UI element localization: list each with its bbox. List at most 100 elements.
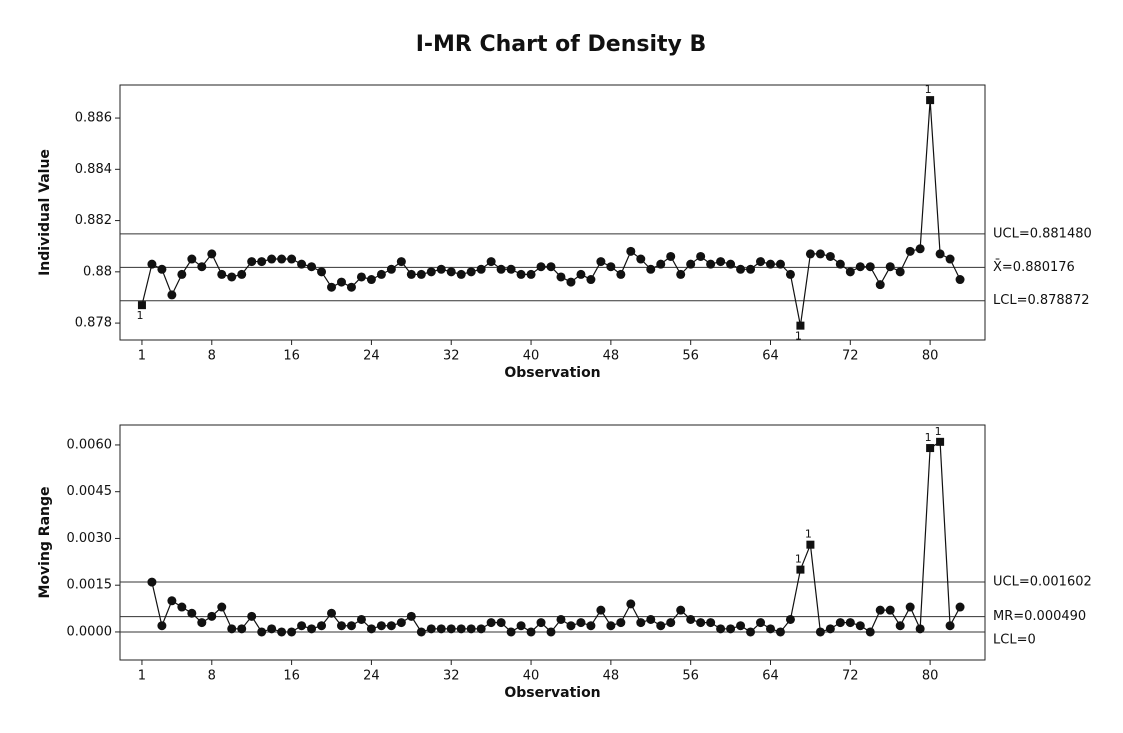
data-point	[356, 614, 366, 624]
data-point	[396, 257, 406, 267]
data-point	[895, 621, 905, 631]
data-point	[815, 249, 825, 259]
data-point	[726, 259, 736, 269]
data-point	[496, 618, 506, 628]
x-tick-label: 40	[523, 669, 540, 684]
x-tick-label: 16	[283, 349, 300, 364]
data-point	[406, 269, 416, 279]
data-point	[566, 621, 576, 631]
data-point	[885, 262, 895, 272]
data-point	[267, 624, 277, 634]
flagged-point	[936, 437, 945, 446]
data-point	[386, 264, 396, 274]
data-point	[746, 627, 756, 637]
x-tick-label: 80	[922, 669, 939, 684]
flag-label: 1	[935, 425, 942, 438]
data-point	[237, 624, 247, 634]
data-point	[516, 621, 526, 631]
data-point	[466, 624, 476, 634]
data-point	[526, 627, 536, 637]
data-point	[915, 624, 925, 634]
data-point	[716, 257, 726, 267]
data-point	[376, 621, 386, 631]
data-point	[815, 627, 825, 637]
data-point	[865, 262, 875, 272]
x-tick-label: 72	[842, 669, 859, 684]
data-point	[307, 624, 317, 634]
data-point	[706, 618, 716, 628]
flag-label: 1	[925, 83, 932, 96]
data-point	[686, 614, 696, 624]
y-tick-label: 0.886	[75, 111, 112, 126]
x-tick-label: 64	[762, 349, 779, 364]
y-tick-label: 0.0015	[67, 578, 113, 593]
flag-label: 1	[805, 528, 812, 541]
data-point	[546, 262, 556, 272]
series-line	[151, 440, 961, 633]
data-point	[366, 624, 376, 634]
y-tick-label: 0.0060	[67, 437, 113, 452]
flagged-point	[137, 301, 146, 310]
data-point	[945, 254, 955, 264]
data-point	[805, 249, 815, 259]
data-point	[556, 272, 566, 282]
flagged-point	[806, 540, 815, 549]
data-point	[366, 275, 376, 285]
data-point	[785, 269, 795, 279]
data-point	[207, 249, 217, 259]
data-point	[227, 624, 237, 634]
data-point	[187, 254, 197, 264]
x-axis-title: Observation	[504, 365, 600, 381]
data-point	[336, 277, 346, 287]
data-point	[177, 602, 187, 612]
data-point	[636, 618, 646, 628]
data-point	[147, 577, 157, 587]
data-point	[247, 611, 257, 621]
data-point	[765, 259, 775, 269]
x-tick-label: 32	[443, 349, 460, 364]
control-line-label: UCL=0.881480	[993, 226, 1092, 241]
data-point	[227, 272, 237, 282]
data-point	[875, 280, 885, 290]
data-point	[536, 618, 546, 628]
data-point	[237, 269, 247, 279]
data-point	[626, 599, 636, 609]
data-point	[516, 269, 526, 279]
data-point	[476, 264, 486, 274]
data-point	[257, 257, 267, 267]
x-tick-label: 16	[283, 669, 300, 684]
data-point	[666, 251, 676, 261]
data-point	[606, 621, 616, 631]
data-point	[736, 621, 746, 631]
data-point	[247, 257, 257, 267]
x-tick-label: 64	[762, 669, 779, 684]
data-point	[486, 257, 496, 267]
data-point	[596, 257, 606, 267]
data-point	[426, 267, 436, 277]
data-point	[307, 262, 317, 272]
chart-title: I-MR Chart of Density B	[416, 32, 707, 57]
data-point	[756, 618, 766, 628]
data-point	[895, 267, 905, 277]
data-point	[506, 627, 516, 637]
data-point	[785, 614, 795, 624]
data-point	[825, 251, 835, 261]
y-tick-label: 0.882	[75, 213, 112, 228]
data-point	[536, 262, 546, 272]
data-point	[277, 627, 287, 637]
data-point	[955, 275, 965, 285]
data-point	[935, 249, 945, 259]
data-point	[217, 602, 227, 612]
data-point	[376, 269, 386, 279]
data-point	[845, 267, 855, 277]
data-point	[646, 614, 656, 624]
data-point	[197, 262, 207, 272]
y-axis-title: Moving Range	[37, 486, 53, 598]
x-tick-label: 8	[208, 349, 216, 364]
data-point	[416, 627, 426, 637]
data-point	[257, 627, 267, 637]
data-point	[327, 282, 337, 292]
y-tick-label: 0.0030	[67, 531, 113, 546]
data-point	[586, 275, 596, 285]
